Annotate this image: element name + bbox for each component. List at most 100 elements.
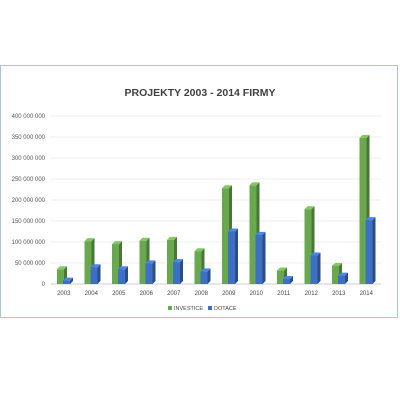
bars	[57, 134, 376, 284]
bar-front	[249, 185, 257, 284]
bar-top	[359, 134, 370, 138]
bar-side	[317, 252, 321, 284]
bar-dotace-2013	[338, 272, 348, 284]
x-tick-label: 2009	[222, 291, 236, 297]
bar-front	[57, 269, 64, 284]
chart-title: PROJEKTY 2003 - 2014 FIRMY	[125, 87, 276, 99]
bar-dotace-2007	[173, 259, 183, 284]
bar-top	[63, 277, 73, 281]
bar-top	[249, 182, 260, 186]
bar-top	[112, 241, 122, 245]
bar-front	[332, 265, 339, 284]
bar-top	[277, 267, 287, 271]
bar-dotace-2006	[145, 260, 156, 284]
x-tick-label: 2005	[112, 291, 126, 297]
bar-front	[365, 220, 373, 284]
bar-front	[90, 267, 98, 284]
bar-dotace-2008	[200, 268, 211, 284]
bar-front	[277, 270, 284, 284]
bar-front	[228, 231, 235, 284]
bar-side	[125, 266, 128, 284]
y-tick-label: 350 000 000	[12, 135, 46, 141]
x-tick-label: 2003	[57, 291, 71, 297]
bar-front	[194, 251, 202, 284]
bar-front	[310, 255, 318, 284]
bar-top	[173, 259, 183, 263]
bar-front	[63, 280, 70, 284]
bar-top	[118, 266, 128, 270]
x-tick-label: 2011	[277, 291, 291, 297]
x-tick-label: 2008	[195, 291, 209, 297]
bar-top	[194, 248, 205, 252]
chart-frame: PROJEKTY 2003 - 2014 FIRMY 0 50 000 000 10…	[0, 65, 398, 318]
bar-top	[304, 206, 315, 210]
legend-swatch-investice	[168, 306, 172, 310]
bar-dotace-2011	[283, 275, 293, 284]
y-tick-label: 200 000 000	[12, 198, 46, 204]
bar-top	[57, 266, 67, 270]
bar-top	[338, 272, 348, 276]
bar-front	[222, 188, 229, 284]
bar-front	[139, 240, 147, 284]
x-tick-label: 2014	[360, 291, 374, 297]
y-tick-label: 400 000 000	[12, 114, 46, 120]
y-tick-label: 100 000 000	[12, 240, 46, 246]
bar-side	[262, 231, 266, 284]
bar-side	[152, 260, 156, 284]
y-tick-label: 50 000 000	[15, 261, 46, 267]
bar-side	[290, 275, 293, 284]
bar-side	[97, 264, 101, 284]
bar-side	[180, 259, 183, 284]
bar-top	[167, 236, 177, 240]
bar-front	[283, 278, 290, 284]
y-tick-label: 150 000 000	[12, 219, 46, 225]
bar-front	[200, 271, 208, 284]
y-tick-label: 250 000 000	[12, 177, 46, 183]
bar-front	[118, 269, 125, 284]
bar-top	[145, 260, 156, 264]
bar-front	[112, 244, 119, 284]
bar-front	[84, 241, 92, 284]
bar-front	[167, 239, 174, 284]
bar-front	[359, 137, 367, 284]
bar-top	[283, 275, 293, 279]
legend-label-investice: INVESTICE	[174, 306, 203, 312]
bar-front	[304, 209, 312, 284]
bar-front	[145, 263, 153, 284]
bar-top	[90, 264, 101, 268]
legend-label-dotace: DOTACE	[214, 306, 237, 312]
bar-dotace-2003	[63, 277, 73, 284]
x-tick-label: 2012	[305, 291, 319, 297]
bar-dotace-2010	[255, 231, 266, 284]
x-tick-label: 2004	[85, 291, 99, 297]
bar-dotace-2014	[365, 217, 376, 284]
bar-dotace-2009	[228, 228, 238, 284]
bar-front	[338, 275, 345, 284]
bar-top	[200, 268, 211, 272]
bar-side	[207, 268, 211, 284]
y-axis: 0 50 000 000 100 000 000 150 000 000 200 000…	[12, 114, 46, 288]
x-tick-label: 2007	[167, 291, 181, 297]
bar-top	[365, 217, 376, 221]
bar-side	[70, 277, 73, 284]
bar-front	[173, 262, 180, 284]
bar-top	[310, 252, 321, 256]
x-tick-label: 2006	[140, 291, 154, 297]
bar-chart: PROJEKTY 2003 - 2014 FIRMY 0 50 000 000 10…	[12, 87, 381, 312]
legend-swatch-dotace	[208, 306, 212, 310]
y-tick-label: 300 000 000	[12, 156, 46, 162]
bar-side	[235, 228, 238, 284]
x-axis: 2003 2004 2005 2006 2007 2008 2009 2010 2011 2012…	[57, 291, 374, 297]
bar-side	[345, 272, 348, 284]
bar-top	[222, 185, 232, 189]
bar-dotace-2004	[90, 264, 101, 284]
x-tick-label: 2013	[332, 291, 346, 297]
bar-top	[84, 238, 95, 242]
legend: INVESTICE DOTACE	[168, 306, 237, 312]
bar-dotace-2012	[310, 252, 321, 284]
y-tick-label: 0	[42, 282, 46, 288]
grid-layer	[51, 115, 381, 285]
bar-top	[139, 237, 150, 241]
bar-dotace-2005	[118, 266, 128, 284]
bar-top	[332, 262, 342, 266]
